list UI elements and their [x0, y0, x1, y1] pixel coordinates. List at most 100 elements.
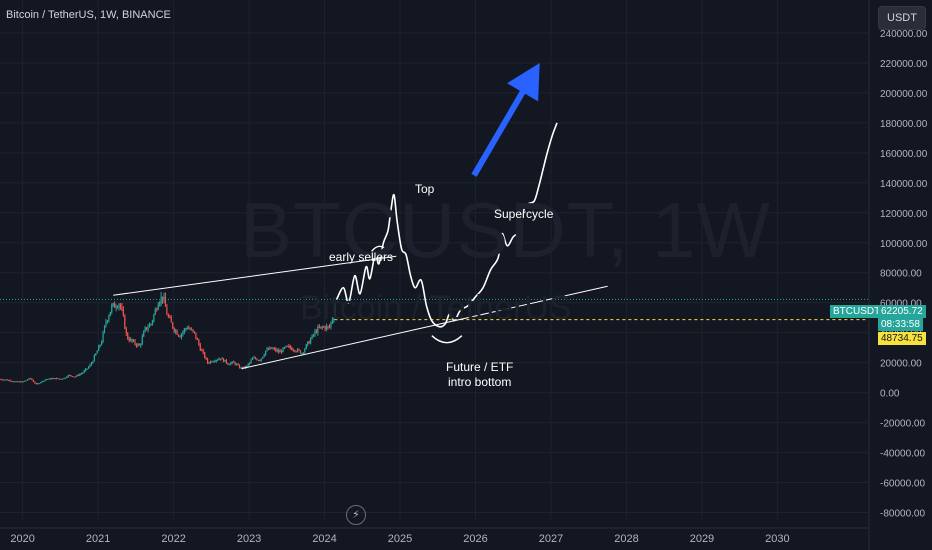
candle-body: [176, 330, 178, 335]
candle-body: [265, 350, 267, 355]
candle-body: [71, 376, 74, 378]
candle-body: [19, 381, 21, 383]
candle-body: [2, 379, 4, 381]
candle-body: [12, 381, 14, 383]
x-tick-label: 2026: [463, 533, 487, 545]
candle-body: [195, 332, 197, 339]
candle-body: [37, 383, 39, 385]
candle-body: [214, 361, 216, 363]
annotation-early-sellers: early sellers: [329, 250, 394, 264]
candle-body: [31, 378, 33, 381]
y-tick-label: 240000.00: [880, 29, 928, 40]
candle-body: [111, 305, 113, 312]
candle-body: [310, 338, 312, 344]
currency-button[interactable]: USDT: [878, 6, 926, 30]
candle-body: [182, 332, 184, 335]
candle-body: [112, 303, 114, 306]
candle-body: [225, 359, 228, 364]
y-tick-label: 220000.00: [880, 59, 928, 70]
candle-body: [266, 348, 268, 351]
candle-body: [144, 327, 146, 332]
candle-body: [45, 379, 48, 381]
candle-body: [237, 364, 239, 366]
candle-body: [44, 379, 46, 381]
candle-body: [304, 348, 306, 353]
candle-body: [288, 345, 290, 347]
y-tick-label: -60000.00: [880, 479, 925, 490]
candle-body: [128, 339, 130, 341]
candle-body: [262, 356, 264, 359]
candle-body: [249, 362, 251, 364]
lower-trendline: [241, 285, 608, 370]
candle-body: [282, 347, 284, 353]
candle-body: [211, 361, 213, 363]
description-watermark: Bitcoin / TetherUS: [300, 289, 572, 327]
candle-body: [241, 367, 244, 369]
candle-body: [230, 362, 232, 365]
candle-body: [109, 311, 111, 317]
candle-body: [47, 379, 49, 381]
annotation-supercycle: Supercycle: [494, 207, 554, 221]
candle-body: [166, 306, 168, 315]
candle-body: [85, 368, 87, 371]
candle-body: [138, 344, 140, 346]
candle-body: [276, 350, 278, 352]
candle-body: [147, 327, 149, 330]
candle-body: [124, 315, 126, 329]
candle-body: [227, 363, 229, 365]
candle-body: [57, 378, 59, 380]
y-tick-label: 140000.00: [880, 179, 928, 190]
candle-body: [292, 350, 294, 352]
candle-body: [185, 328, 187, 330]
candle-body: [253, 357, 255, 359]
candle-body: [299, 350, 302, 354]
candle-body: [159, 302, 161, 305]
candle-body: [318, 326, 320, 328]
annotation-top: Top: [415, 182, 435, 196]
candle-body: [234, 362, 236, 365]
candle-body: [0, 379, 3, 381]
candle-body: [16, 381, 19, 383]
candle-body: [76, 375, 78, 377]
candle-body: [240, 367, 242, 369]
candle-body: [48, 378, 50, 380]
candle-body: [38, 383, 40, 385]
candle-body: [295, 351, 297, 353]
candle-body: [157, 304, 159, 310]
candle-body: [193, 331, 196, 333]
candle-body: [51, 378, 53, 380]
candle-body: [160, 296, 162, 303]
candle-body: [215, 360, 217, 362]
x-tick-label: 2027: [539, 533, 563, 545]
candle-body: [9, 380, 11, 382]
candlestick-series: [0, 291, 336, 385]
candle-body: [314, 331, 316, 335]
candle-body: [327, 326, 329, 328]
candle-body: [25, 380, 27, 382]
candle-body: [6, 379, 8, 381]
y-tick-label: 120000.00: [880, 209, 928, 220]
lightning-icon[interactable]: ⚡: [346, 505, 366, 525]
candle-body: [35, 383, 37, 385]
candle-body: [273, 348, 275, 350]
candle-body: [301, 353, 303, 355]
candle-body: [172, 322, 174, 328]
candle-body: [143, 331, 145, 337]
candle-body: [201, 350, 203, 352]
candle-body: [289, 346, 291, 349]
candle-body: [305, 344, 307, 349]
candle-body: [217, 359, 219, 361]
candle-body: [150, 323, 152, 325]
y-tick-label: 200000.00: [880, 89, 928, 100]
candle-body: [5, 379, 7, 381]
candle-body: [121, 307, 123, 310]
candle-body: [151, 320, 154, 324]
candle-body: [188, 328, 190, 330]
y-tick-label: 20000.00: [880, 359, 922, 370]
candle-body: [246, 365, 248, 368]
candle-body: [198, 339, 200, 345]
candle-body: [56, 378, 58, 380]
candle-body: [251, 357, 254, 360]
candle-body: [209, 361, 212, 363]
